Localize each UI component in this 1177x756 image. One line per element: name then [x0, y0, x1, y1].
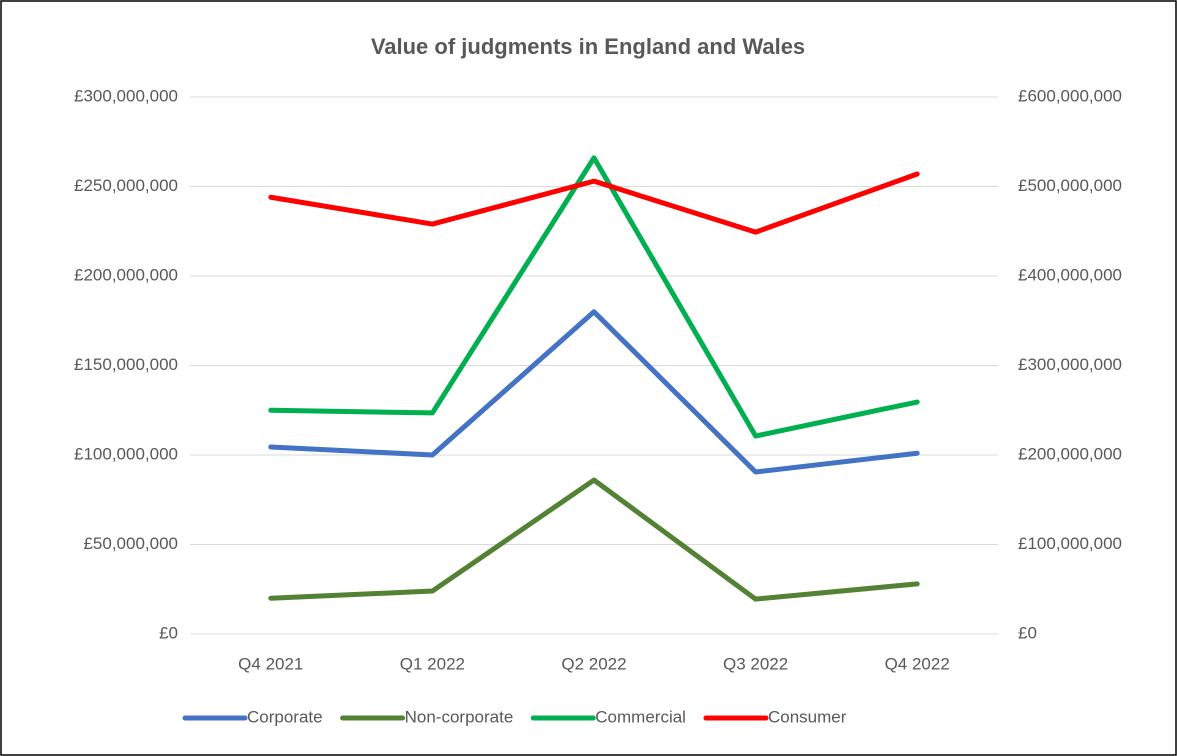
legend-label: Non-corporate — [405, 707, 514, 726]
legend-label: Commercial — [595, 707, 686, 726]
series-line — [268, 477, 920, 602]
y-tick-label: £100,000,000 — [74, 444, 178, 463]
y-tick-label: £250,000,000 — [74, 176, 178, 195]
y2-tick-label: £600,000,000 — [1018, 86, 1122, 105]
chart-title: Value of judgments in England and Wales — [371, 34, 805, 59]
y2-tick-label: £100,000,000 — [1018, 534, 1122, 553]
series-line — [268, 155, 920, 439]
legend-label: Consumer — [768, 707, 847, 726]
series-line — [268, 171, 920, 235]
y-tick-label: £200,000,000 — [74, 265, 178, 284]
y2-tick-label: £300,000,000 — [1018, 355, 1122, 374]
y-tick-label: £50,000,000 — [83, 534, 178, 553]
x-tick-label: Q4 2021 — [238, 654, 303, 673]
x-tick-label: Q1 2022 — [400, 654, 465, 673]
y2-tick-label: £400,000,000 — [1018, 265, 1122, 284]
y-tick-label: £150,000,000 — [74, 355, 178, 374]
x-tick-label: Q3 2022 — [723, 654, 788, 673]
series-line — [268, 309, 920, 475]
y2-tick-label: £200,000,000 — [1018, 444, 1122, 463]
x-tick-label: Q4 2022 — [885, 654, 950, 673]
y-tick-label: £300,000,000 — [74, 86, 178, 105]
legend-label: Corporate — [247, 707, 323, 726]
y-tick-label: £0 — [159, 623, 178, 642]
y2-tick-label: £0 — [1018, 623, 1037, 642]
x-tick-label: Q2 2022 — [561, 654, 626, 673]
y2-tick-label: £500,000,000 — [1018, 176, 1122, 195]
